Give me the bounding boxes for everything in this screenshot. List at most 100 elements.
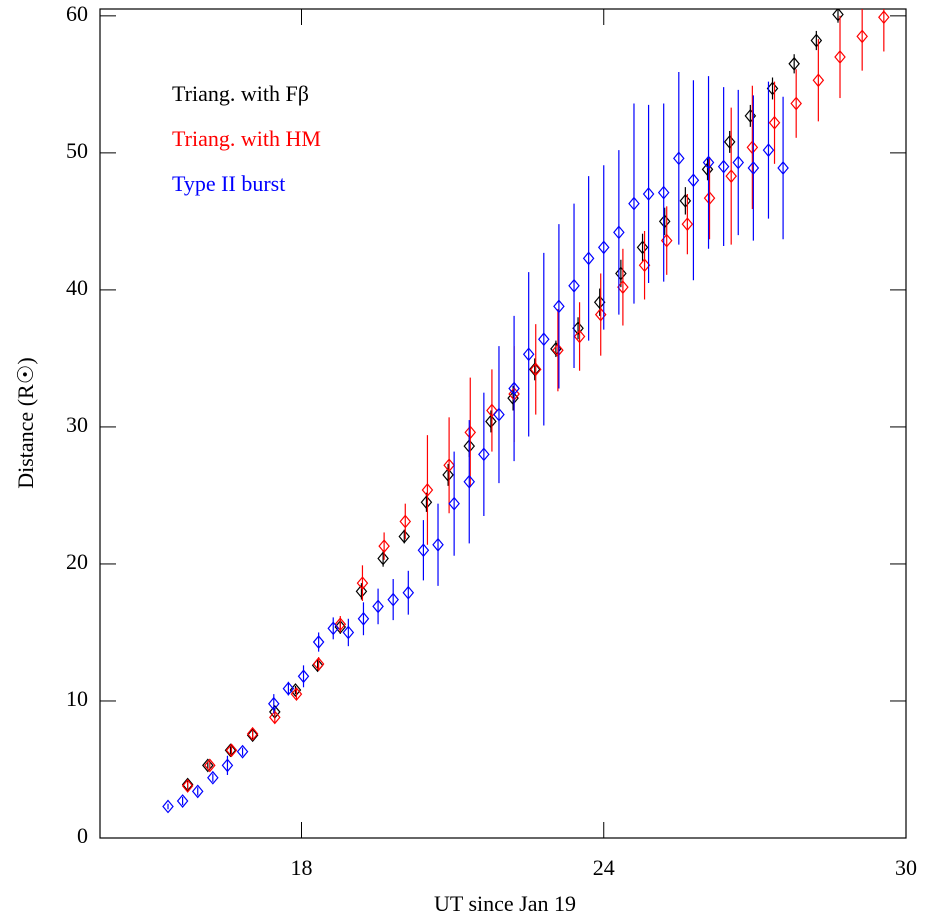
marker	[642, 187, 655, 201]
marker	[377, 551, 389, 566]
x-tick-label: 30	[895, 855, 917, 880]
marker	[725, 169, 737, 184]
marker	[181, 777, 194, 792]
marker	[679, 193, 692, 208]
marker	[573, 329, 586, 344]
marker	[747, 161, 760, 175]
plot-area	[162, 9, 890, 814]
marker	[617, 280, 629, 295]
marker	[486, 403, 498, 418]
marker	[636, 240, 649, 255]
marker	[478, 447, 490, 462]
marker	[221, 758, 234, 773]
marker	[507, 391, 519, 406]
marker	[493, 407, 505, 422]
y-tick-label: 0	[77, 823, 88, 848]
marker	[553, 299, 565, 314]
y-tick-label: 50	[66, 138, 88, 163]
x-tick-label: 18	[291, 855, 313, 880]
y-tick-label: 40	[66, 275, 88, 300]
marker	[191, 784, 204, 799]
x-tick-label: 24	[593, 855, 615, 880]
marker	[464, 425, 477, 440]
marker	[746, 140, 759, 155]
marker	[593, 295, 606, 310]
marker	[181, 778, 194, 793]
marker	[162, 799, 174, 814]
marker	[812, 73, 825, 88]
marker	[673, 151, 685, 166]
marker	[443, 458, 455, 473]
marker	[356, 576, 369, 591]
marker	[420, 495, 433, 510]
marker	[628, 196, 640, 211]
marker	[399, 514, 412, 529]
marker	[768, 115, 781, 130]
marker	[327, 621, 340, 636]
marker	[421, 483, 434, 497]
marker	[766, 81, 779, 96]
marker	[597, 240, 610, 255]
marker	[638, 258, 651, 273]
marker	[701, 162, 714, 177]
marker	[702, 155, 715, 170]
marker	[417, 543, 430, 558]
marker	[856, 29, 868, 44]
marker	[357, 611, 370, 626]
marker	[202, 758, 214, 773]
legend-label: Type II burst	[172, 171, 285, 196]
legend-label: Triang. with HM	[172, 126, 321, 151]
marker	[282, 681, 295, 696]
marker	[312, 635, 325, 649]
marker	[398, 529, 411, 544]
marker	[522, 347, 535, 362]
marker	[717, 159, 730, 174]
marker	[448, 496, 460, 511]
marker	[538, 332, 550, 347]
y-tick-label: 20	[66, 549, 88, 574]
marker	[225, 743, 238, 758]
plot-frame	[99, 8, 907, 839]
marker	[485, 414, 497, 429]
marker	[342, 625, 355, 640]
x-axis-label: UT since Jan 19	[434, 891, 576, 916]
marker	[703, 191, 716, 206]
marker	[732, 155, 745, 170]
marker	[687, 173, 700, 188]
marker	[176, 794, 189, 808]
marker	[572, 321, 584, 336]
marker	[528, 362, 541, 377]
marker	[810, 33, 823, 48]
marker	[657, 185, 670, 200]
y-tick-label: 30	[66, 412, 88, 437]
marker	[297, 669, 310, 684]
marker	[508, 381, 520, 396]
marker	[268, 696, 280, 711]
marker	[552, 343, 564, 358]
marker	[834, 50, 846, 64]
marker	[312, 657, 325, 671]
marker	[790, 96, 802, 111]
marker	[613, 225, 625, 240]
marker	[334, 620, 347, 634]
marker	[788, 56, 800, 71]
marker	[246, 726, 259, 741]
y-axis-label: Distance (R☉)	[13, 357, 38, 489]
marker	[658, 214, 671, 229]
y-tick-label: 60	[66, 1, 88, 26]
marker	[204, 758, 216, 773]
marker	[372, 599, 384, 614]
marker	[681, 217, 694, 232]
y-tick-label: 10	[66, 686, 88, 711]
marker	[355, 584, 368, 599]
marker	[615, 266, 627, 281]
marker	[387, 592, 399, 607]
marker	[378, 539, 390, 554]
marker	[582, 251, 595, 266]
marker	[334, 617, 347, 632]
marker	[224, 743, 237, 758]
marker	[777, 161, 789, 175]
marker	[207, 770, 219, 785]
marker	[529, 362, 542, 377]
